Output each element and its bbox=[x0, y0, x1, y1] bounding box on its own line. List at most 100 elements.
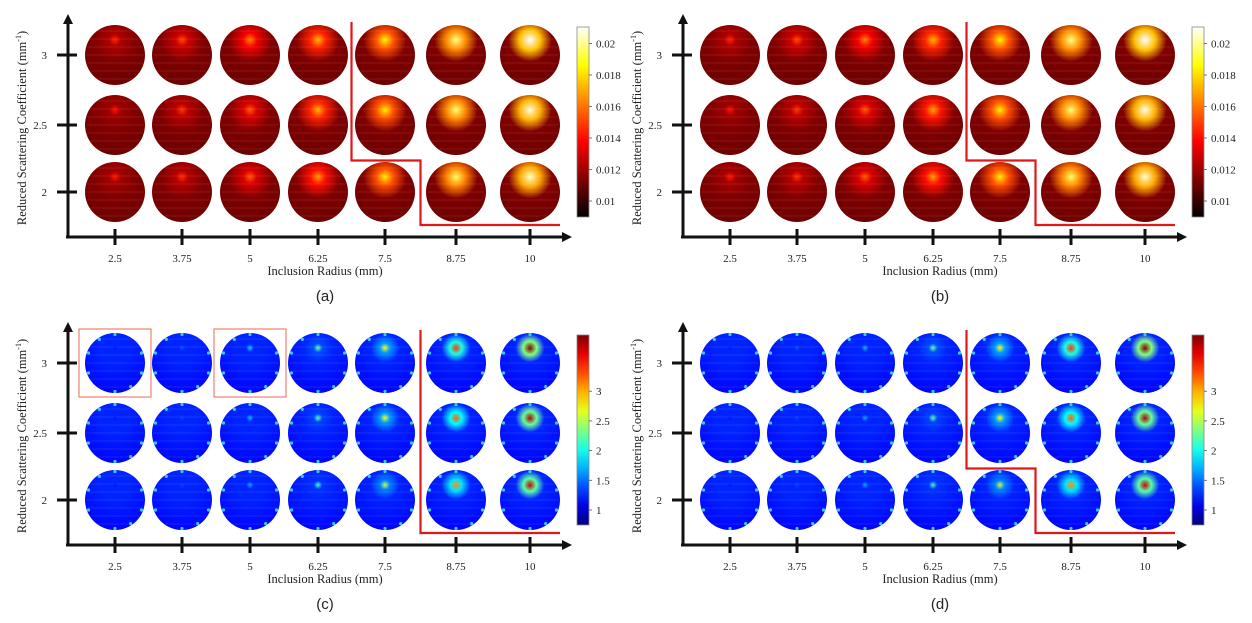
y-tick-label: 2.5 bbox=[33, 120, 47, 132]
source-marker bbox=[931, 526, 935, 531]
source-marker bbox=[795, 389, 799, 394]
boundary-line bbox=[965, 22, 1175, 227]
highlight-box bbox=[213, 328, 287, 398]
y-axis-title-close: ) bbox=[15, 339, 29, 343]
source-marker bbox=[821, 371, 826, 375]
source-marker bbox=[409, 421, 414, 425]
panel-b: 2.5 3.75 5 6.25 7.5 8.75 10 3 2.5 2 Inclusion Radi… bbox=[629, 14, 1236, 305]
source-marker bbox=[904, 371, 909, 375]
heatmap-disc bbox=[220, 162, 280, 222]
heatmap-disc bbox=[767, 95, 827, 155]
source-marker bbox=[821, 421, 826, 425]
x-tick-label: 8.75 bbox=[446, 561, 466, 573]
source-marker bbox=[847, 337, 851, 341]
source-marker bbox=[554, 508, 559, 512]
source-marker bbox=[153, 351, 158, 355]
source-marker bbox=[528, 389, 532, 394]
heatmap-disc bbox=[1041, 403, 1101, 463]
heatmap-disc bbox=[970, 333, 1030, 393]
source-marker bbox=[248, 526, 252, 531]
colorbar-tick-label: 0.016 bbox=[1211, 102, 1236, 114]
source-marker bbox=[221, 488, 226, 492]
source-marker bbox=[554, 371, 559, 375]
x-tick-label: 8.75 bbox=[1061, 253, 1081, 265]
x-axis-title: Inclusion Radius (mm) bbox=[267, 264, 382, 278]
source-marker bbox=[836, 421, 841, 425]
source-marker bbox=[289, 441, 294, 445]
y-axis-title-main: Reduced Scattering Coefficient (mm bbox=[630, 349, 644, 533]
source-marker bbox=[1159, 385, 1163, 389]
source-marker bbox=[1169, 351, 1174, 355]
y-axis-title-close: ) bbox=[15, 31, 29, 35]
source-marker bbox=[206, 441, 211, 445]
source-marker bbox=[206, 351, 211, 355]
y-tick-label: 3 bbox=[657, 50, 663, 62]
x-axis-title: Inclusion Radius (mm) bbox=[882, 264, 997, 278]
source-marker bbox=[383, 402, 387, 407]
source-marker bbox=[97, 474, 101, 478]
source-marker bbox=[342, 441, 347, 445]
heatmap-disc bbox=[700, 470, 760, 530]
heatmap-disc bbox=[355, 162, 415, 222]
source-marker bbox=[1069, 526, 1073, 531]
y-axis-arrowhead bbox=[678, 322, 688, 332]
source-marker bbox=[356, 488, 361, 492]
source-marker bbox=[356, 351, 361, 355]
y-tick-label: 2 bbox=[42, 495, 48, 507]
source-marker bbox=[427, 351, 432, 355]
source-marker bbox=[904, 351, 909, 355]
heatmap-disc bbox=[903, 403, 963, 463]
y-axis-title-superscript: -1 bbox=[14, 35, 23, 42]
source-marker bbox=[501, 421, 506, 425]
panel-c: 2.5 3.75 5 6.25 7.5 8.75 10 3 2.5 2 Inclusion Radi… bbox=[14, 322, 610, 613]
y-tick-label: 3 bbox=[42, 50, 48, 62]
source-marker bbox=[153, 441, 158, 445]
x-tick-label: 7.5 bbox=[993, 561, 1007, 573]
heatmap-disc bbox=[1041, 470, 1101, 530]
source-marker bbox=[1095, 508, 1100, 512]
heatmap-disc bbox=[1041, 25, 1101, 85]
source-marker bbox=[971, 508, 976, 512]
source-marker bbox=[342, 421, 347, 425]
heatmap-disc bbox=[970, 95, 1030, 155]
y-axis-title-superscript: -1 bbox=[14, 343, 23, 350]
x-tick-label: 10 bbox=[525, 253, 537, 265]
heatmap-disc bbox=[767, 162, 827, 222]
heatmap-disc bbox=[970, 162, 1030, 222]
source-marker bbox=[528, 459, 532, 464]
source-marker bbox=[139, 351, 144, 355]
x-tick-label: 6.25 bbox=[308, 561, 328, 573]
colorbar-tick-label: 0.016 bbox=[596, 102, 621, 114]
source-marker bbox=[1116, 488, 1121, 492]
source-marker bbox=[438, 474, 442, 478]
source-marker bbox=[998, 402, 1002, 407]
source-marker bbox=[501, 441, 506, 445]
source-marker bbox=[289, 351, 294, 355]
source-marker bbox=[289, 488, 294, 492]
source-marker bbox=[701, 508, 706, 512]
heatmap-disc bbox=[288, 95, 348, 155]
source-marker bbox=[427, 421, 432, 425]
source-marker bbox=[153, 371, 158, 375]
heatmap-disc bbox=[355, 25, 415, 85]
heatmap-disc bbox=[700, 403, 760, 463]
source-marker bbox=[196, 385, 200, 389]
source-marker bbox=[113, 526, 117, 531]
x-tick-label: 5 bbox=[247, 253, 253, 265]
colorbar-tick-label: 2.5 bbox=[596, 416, 610, 428]
y-tick-label: 2 bbox=[42, 187, 48, 199]
x-tick-label: 5 bbox=[247, 561, 253, 573]
source-marker bbox=[863, 332, 867, 337]
source-marker bbox=[206, 371, 211, 375]
source-marker bbox=[957, 508, 962, 512]
source-marker bbox=[998, 469, 1002, 474]
source-marker bbox=[754, 441, 759, 445]
source-marker bbox=[915, 407, 919, 411]
source-marker bbox=[554, 351, 559, 355]
source-marker bbox=[1085, 385, 1089, 389]
source-marker bbox=[248, 389, 252, 394]
source-marker bbox=[501, 371, 506, 375]
source-marker bbox=[1069, 389, 1073, 394]
colorbar-tick-label: 1 bbox=[1211, 505, 1217, 517]
source-marker bbox=[836, 441, 841, 445]
